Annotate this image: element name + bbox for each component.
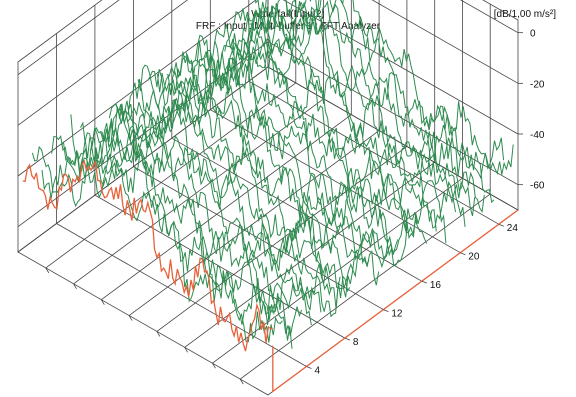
depth-tick-label: 24 (507, 223, 519, 234)
depth-tick-mark (498, 223, 504, 227)
depth-tick-mark (383, 309, 389, 312)
slice-trace (99, 89, 351, 310)
z-tick-label: -20 (530, 79, 545, 90)
depth-tick-labels: 4 8 12 16 20 24 (306, 223, 519, 377)
depth-tick-label: 20 (468, 252, 480, 263)
slice-trace (108, 85, 360, 298)
x-tick-mark (239, 378, 244, 385)
z-tick-label: -40 (530, 130, 545, 141)
x-grid-line (101, 0, 352, 301)
slice-traces (22, 0, 514, 352)
slice-trace (89, 97, 341, 318)
slice-trace (156, 55, 408, 267)
left-wall-outline (17, 0, 269, 253)
chart-subtitle: FRF : Input : Multi-buffer 1 : FFT Analy… (195, 21, 381, 32)
depth-grid-line (94, 5, 346, 339)
slice-trace (262, 0, 514, 176)
unit-label: [dB/1,00 m/s²] (493, 9, 556, 20)
slice-trace (185, 30, 437, 240)
slice-trace (205, 14, 456, 229)
depth-tick-label: 4 (314, 366, 320, 377)
x-tick-mark (184, 347, 189, 353)
slice-trace (128, 79, 380, 286)
z-grid-line (17, 0, 519, 177)
depth-tick-mark (421, 280, 427, 284)
x-tick-mark (45, 267, 50, 274)
highlight-slice-trace (22, 159, 273, 352)
x-tick-mark (128, 315, 133, 321)
slice-trace (137, 57, 389, 260)
x-tick-mark (156, 331, 161, 337)
highlight-marker (272, 209, 519, 393)
depth-grid-line (248, 0, 499, 225)
slice-trace (195, 33, 447, 244)
slice-trace (166, 48, 418, 252)
depth-tick-mark (344, 337, 351, 341)
x-tick-mark (212, 363, 216, 369)
slice-trace (176, 40, 428, 244)
slice-trace (214, 8, 466, 227)
z-grid-line (17, 0, 519, 76)
depth-grid-line (209, 0, 461, 254)
z-tick-labels: 0 -20 -40 -60 (518, 29, 545, 192)
z-tick-label: -60 (530, 181, 545, 192)
slice-trace (31, 144, 283, 343)
depth-tick-label: 16 (430, 280, 442, 291)
slice-trace (255, 0, 505, 180)
depth-tick-mark (306, 366, 312, 369)
depth-grid-line (132, 0, 384, 310)
depth-tick-mark (460, 252, 466, 256)
x-tick-mark (73, 283, 77, 289)
depth-tick-label: 12 (391, 309, 403, 320)
depth-tick-label: 8 (353, 337, 359, 348)
z-grid-line (17, 0, 519, 126)
slice-trace (41, 137, 293, 349)
slice-trace (233, 0, 485, 213)
slice-trace (118, 74, 370, 289)
highlight-marker-line (272, 209, 519, 393)
depth-grid-line (171, 0, 422, 282)
slice-trace (243, 0, 495, 204)
z-tick-label: 0 (530, 29, 536, 40)
slice-trace (60, 118, 312, 326)
x-tick-mark (100, 299, 105, 305)
